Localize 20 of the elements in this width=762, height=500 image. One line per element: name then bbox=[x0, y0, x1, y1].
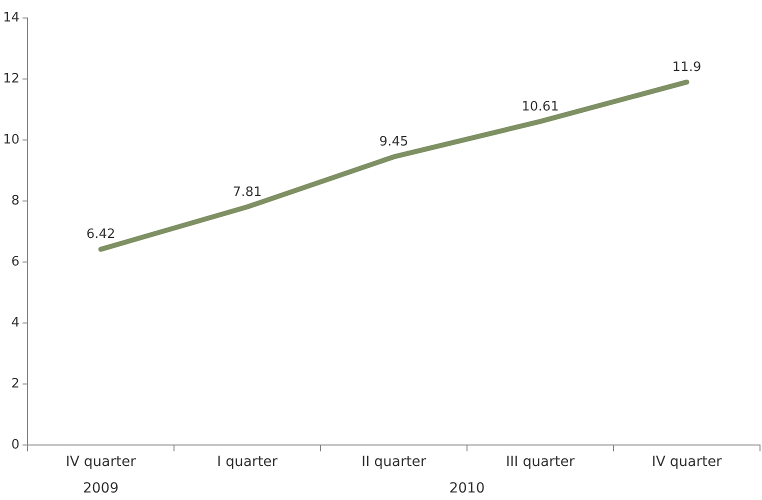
y-tick-label: 4 bbox=[11, 316, 20, 331]
data-label: 10.61 bbox=[522, 99, 559, 114]
x-tick-label: III quarter bbox=[506, 454, 575, 470]
y-tick-label: 0 bbox=[11, 438, 20, 453]
text: 2010 bbox=[449, 480, 485, 497]
y-tick-label: 2 bbox=[11, 376, 20, 392]
y-tick-label: 14 bbox=[2, 10, 20, 26]
data-label: 9.45 bbox=[379, 134, 408, 150]
y-tick-label: 10 bbox=[2, 132, 20, 148]
x-tick-label: I quarter bbox=[217, 454, 278, 470]
data-label: 6.42 bbox=[86, 227, 116, 242]
text: 2009 bbox=[82, 480, 119, 497]
y-tick-label: 12 bbox=[2, 71, 20, 86]
data-label: 7.81 bbox=[232, 184, 262, 200]
y-tick-label: 6 bbox=[11, 254, 20, 270]
data-label: 11.9 bbox=[672, 60, 702, 75]
y-tick-label: 8 bbox=[11, 193, 20, 208]
x-tick-label: II quarter bbox=[361, 454, 426, 470]
x-tick-label: IV quarter bbox=[66, 454, 136, 470]
x-tick-label: IV quarter bbox=[652, 454, 722, 470]
